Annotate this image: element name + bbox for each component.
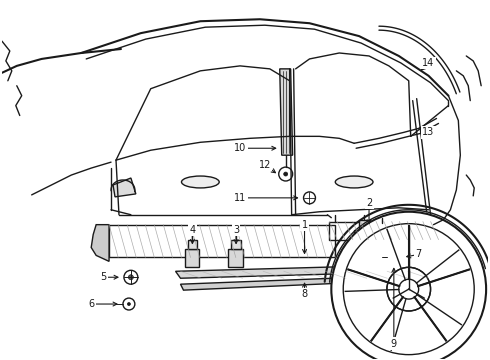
Circle shape: [127, 302, 130, 306]
Circle shape: [123, 298, 135, 310]
Circle shape: [343, 224, 474, 355]
Polygon shape: [280, 69, 293, 155]
Bar: [189, 239, 197, 249]
Bar: [359, 220, 369, 230]
Text: 9: 9: [391, 339, 397, 349]
Text: 8: 8: [301, 289, 308, 299]
Circle shape: [303, 192, 316, 204]
Circle shape: [124, 270, 138, 284]
Circle shape: [387, 267, 431, 311]
Ellipse shape: [181, 176, 219, 188]
Circle shape: [279, 167, 293, 181]
Text: 12: 12: [259, 160, 271, 170]
Text: 3: 3: [233, 225, 239, 235]
Bar: [354, 230, 369, 247]
Text: 5: 5: [100, 272, 106, 282]
Text: 10: 10: [234, 143, 246, 153]
Polygon shape: [175, 264, 434, 278]
Polygon shape: [113, 178, 136, 197]
Bar: [228, 249, 243, 267]
Circle shape: [284, 172, 288, 176]
Text: 13: 13: [422, 127, 435, 138]
Text: 2: 2: [366, 198, 372, 208]
Text: 7: 7: [416, 249, 422, 260]
Circle shape: [128, 275, 133, 280]
Circle shape: [399, 279, 418, 299]
Bar: [231, 239, 241, 249]
Circle shape: [387, 251, 401, 264]
Bar: [185, 249, 199, 267]
Circle shape: [331, 212, 486, 360]
Polygon shape: [180, 277, 363, 290]
Ellipse shape: [335, 176, 373, 188]
Polygon shape: [91, 225, 109, 261]
Bar: [378, 223, 386, 233]
Text: 1: 1: [301, 220, 308, 230]
Text: 14: 14: [422, 58, 435, 68]
Text: 6: 6: [88, 299, 94, 309]
Text: 11: 11: [234, 193, 246, 203]
Bar: [374, 233, 386, 248]
Text: 4: 4: [189, 225, 196, 235]
